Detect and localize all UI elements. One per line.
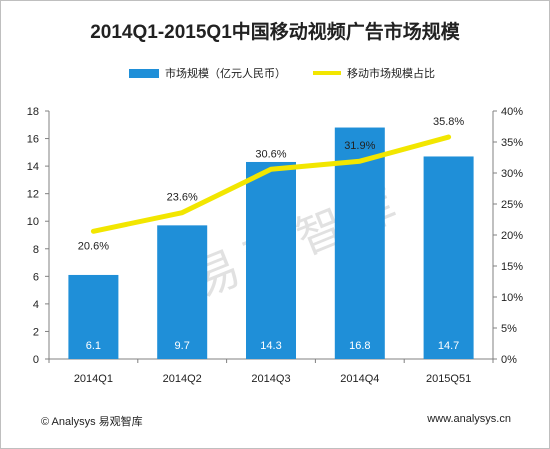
y-left-tick-label: 18 [27,106,39,118]
y-right-tick-label: 10% [501,292,523,304]
legend-line-label: 移动市场规模占比 [347,68,435,80]
chart-title: 2014Q1-2015Q1中国移动视频广告市场规模 [90,22,460,43]
bar [157,225,208,359]
series-line [90,134,452,234]
y-left-tick-label: 14 [27,161,39,173]
legend-item-bar: 市场规模（亿元人民币） [129,65,286,81]
line-value-label: 35.8% [433,116,464,128]
bar [246,161,296,359]
bar-value-label: 6.1 [86,340,101,352]
bar-value-label: 14.3 [260,340,281,352]
y-left-tick-label: 12 [27,189,39,201]
footer-website: www.analysys.cn [427,413,511,425]
y-right-tick-label: 0% [501,354,517,366]
bar-value-label: 9.7 [175,340,190,352]
legend-bar-label: 市场规模（亿元人民币） [165,68,286,80]
legend-line-swatch [313,71,341,75]
bar-value-label: 14.7 [438,340,459,352]
y-left-tick-label: 10 [27,216,39,228]
x-tick-label: 2014Q1 [74,373,113,385]
y-right-tick-label: 20% [501,230,523,242]
legend-bar-swatch [129,68,159,78]
line-value-label: 31.9% [344,140,375,152]
y-right-tick-label: 5% [501,323,517,335]
y-right-tick-label: 15% [501,261,523,273]
line-value-label: 30.6% [255,148,286,160]
y-left-tick-label: 2 [33,326,39,338]
legend-item-line: 移动市场规模占比 [313,65,435,81]
legend: 市场规模（亿元人民币） 移动市场规模占比 [1,65,549,81]
y-right-tick-label: 35% [501,137,523,149]
x-tick-label: 2015Q51 [426,373,471,385]
bar [68,274,119,359]
x-tick-label: 2014Q3 [251,373,290,385]
line-value-label: 20.6% [78,240,109,252]
y-left-tick-label: 6 [33,271,39,283]
bar [423,156,474,359]
y-left-tick-label: 16 [27,134,39,146]
x-tick-label: 2014Q2 [163,373,202,385]
y-right-tick-label: 25% [501,199,523,211]
y-left-tick-label: 8 [33,244,39,256]
line-value-label: 23.6% [167,192,198,204]
y-right-tick-label: 40% [501,106,523,118]
y-left-tick-label: 0 [33,354,39,366]
bar [334,127,385,360]
y-left-tick-label: 4 [33,299,39,311]
bar-value-label: 16.8 [349,340,370,352]
x-tick-label: 2014Q4 [340,373,379,385]
footer-source: © Analysys 易观智库 [41,416,143,428]
y-right-tick-label: 30% [501,168,523,180]
